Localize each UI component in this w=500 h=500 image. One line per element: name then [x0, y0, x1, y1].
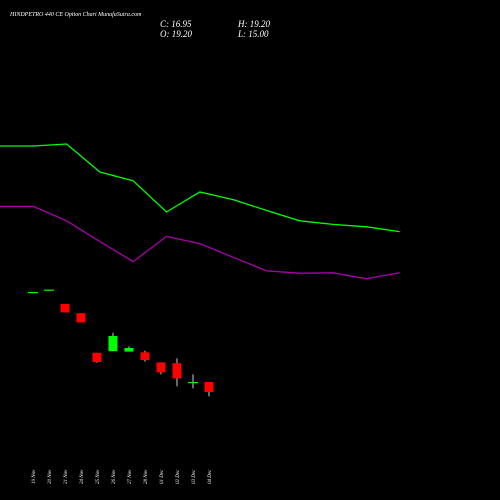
x-tick-label: 19 Nov [32, 469, 37, 484]
candle-body [28, 292, 38, 294]
indicator-lines [0, 143, 400, 280]
candle-01-dec [156, 362, 166, 375]
candle-body [92, 352, 102, 362]
upper-indicator-line [0, 143, 400, 233]
candle-24-nov [76, 313, 86, 323]
x-tick-label: 27 Nov [128, 469, 133, 484]
x-tick-label: 01 Dec [160, 469, 165, 484]
x-tick-label: 25 Nov [96, 469, 101, 484]
candles [28, 289, 214, 397]
x-tick-label: 24 Nov [80, 469, 85, 484]
candle-20-nov [44, 289, 54, 291]
x-tick-label: 04 Dec [208, 469, 213, 484]
candle-27-nov [124, 346, 134, 352]
candle-02-dec [172, 358, 182, 387]
candle-body [172, 363, 182, 379]
candle-26-nov [108, 332, 118, 352]
candle-body [204, 382, 214, 392]
candle-body [140, 352, 150, 360]
high-value: H: 19.20 [237, 19, 270, 29]
low-value: L: 15.00 [237, 29, 269, 39]
open-value: O: 19.20 [160, 29, 192, 39]
x-tick-label: 03 Dec [192, 469, 197, 484]
candle-body [44, 289, 54, 291]
candle-body [156, 362, 166, 373]
chart-title: HINDPETRO 440 CE Option Chart MunafaSutr… [9, 11, 142, 18]
x-tick-label: 21 Nov [64, 469, 69, 484]
x-tick-label: 20 Nov [48, 469, 53, 484]
candle-body [60, 304, 70, 313]
candle-04-dec [204, 382, 214, 397]
candle-19-nov [28, 292, 38, 294]
candle-21-nov [60, 304, 70, 313]
candle-body [188, 382, 198, 384]
candle-25-nov [92, 352, 102, 363]
candle-28-nov [140, 350, 150, 362]
candle-body [124, 348, 134, 352]
close-value: C: 16.95 [160, 19, 192, 29]
candle-03-dec [188, 374, 198, 389]
x-axis-tick-labels: 19 Nov 20 Nov 21 Nov 24 Nov 25 Nov 26 Nov 27 N… [32, 469, 213, 484]
x-tick-label: 28 Nov [144, 469, 149, 484]
candle-body [76, 313, 86, 323]
lower-indicator-line [0, 205, 400, 280]
x-tick-label: 02 Dec [176, 469, 181, 484]
x-tick-label: 26 Nov [112, 469, 117, 484]
candle-body [108, 336, 118, 352]
